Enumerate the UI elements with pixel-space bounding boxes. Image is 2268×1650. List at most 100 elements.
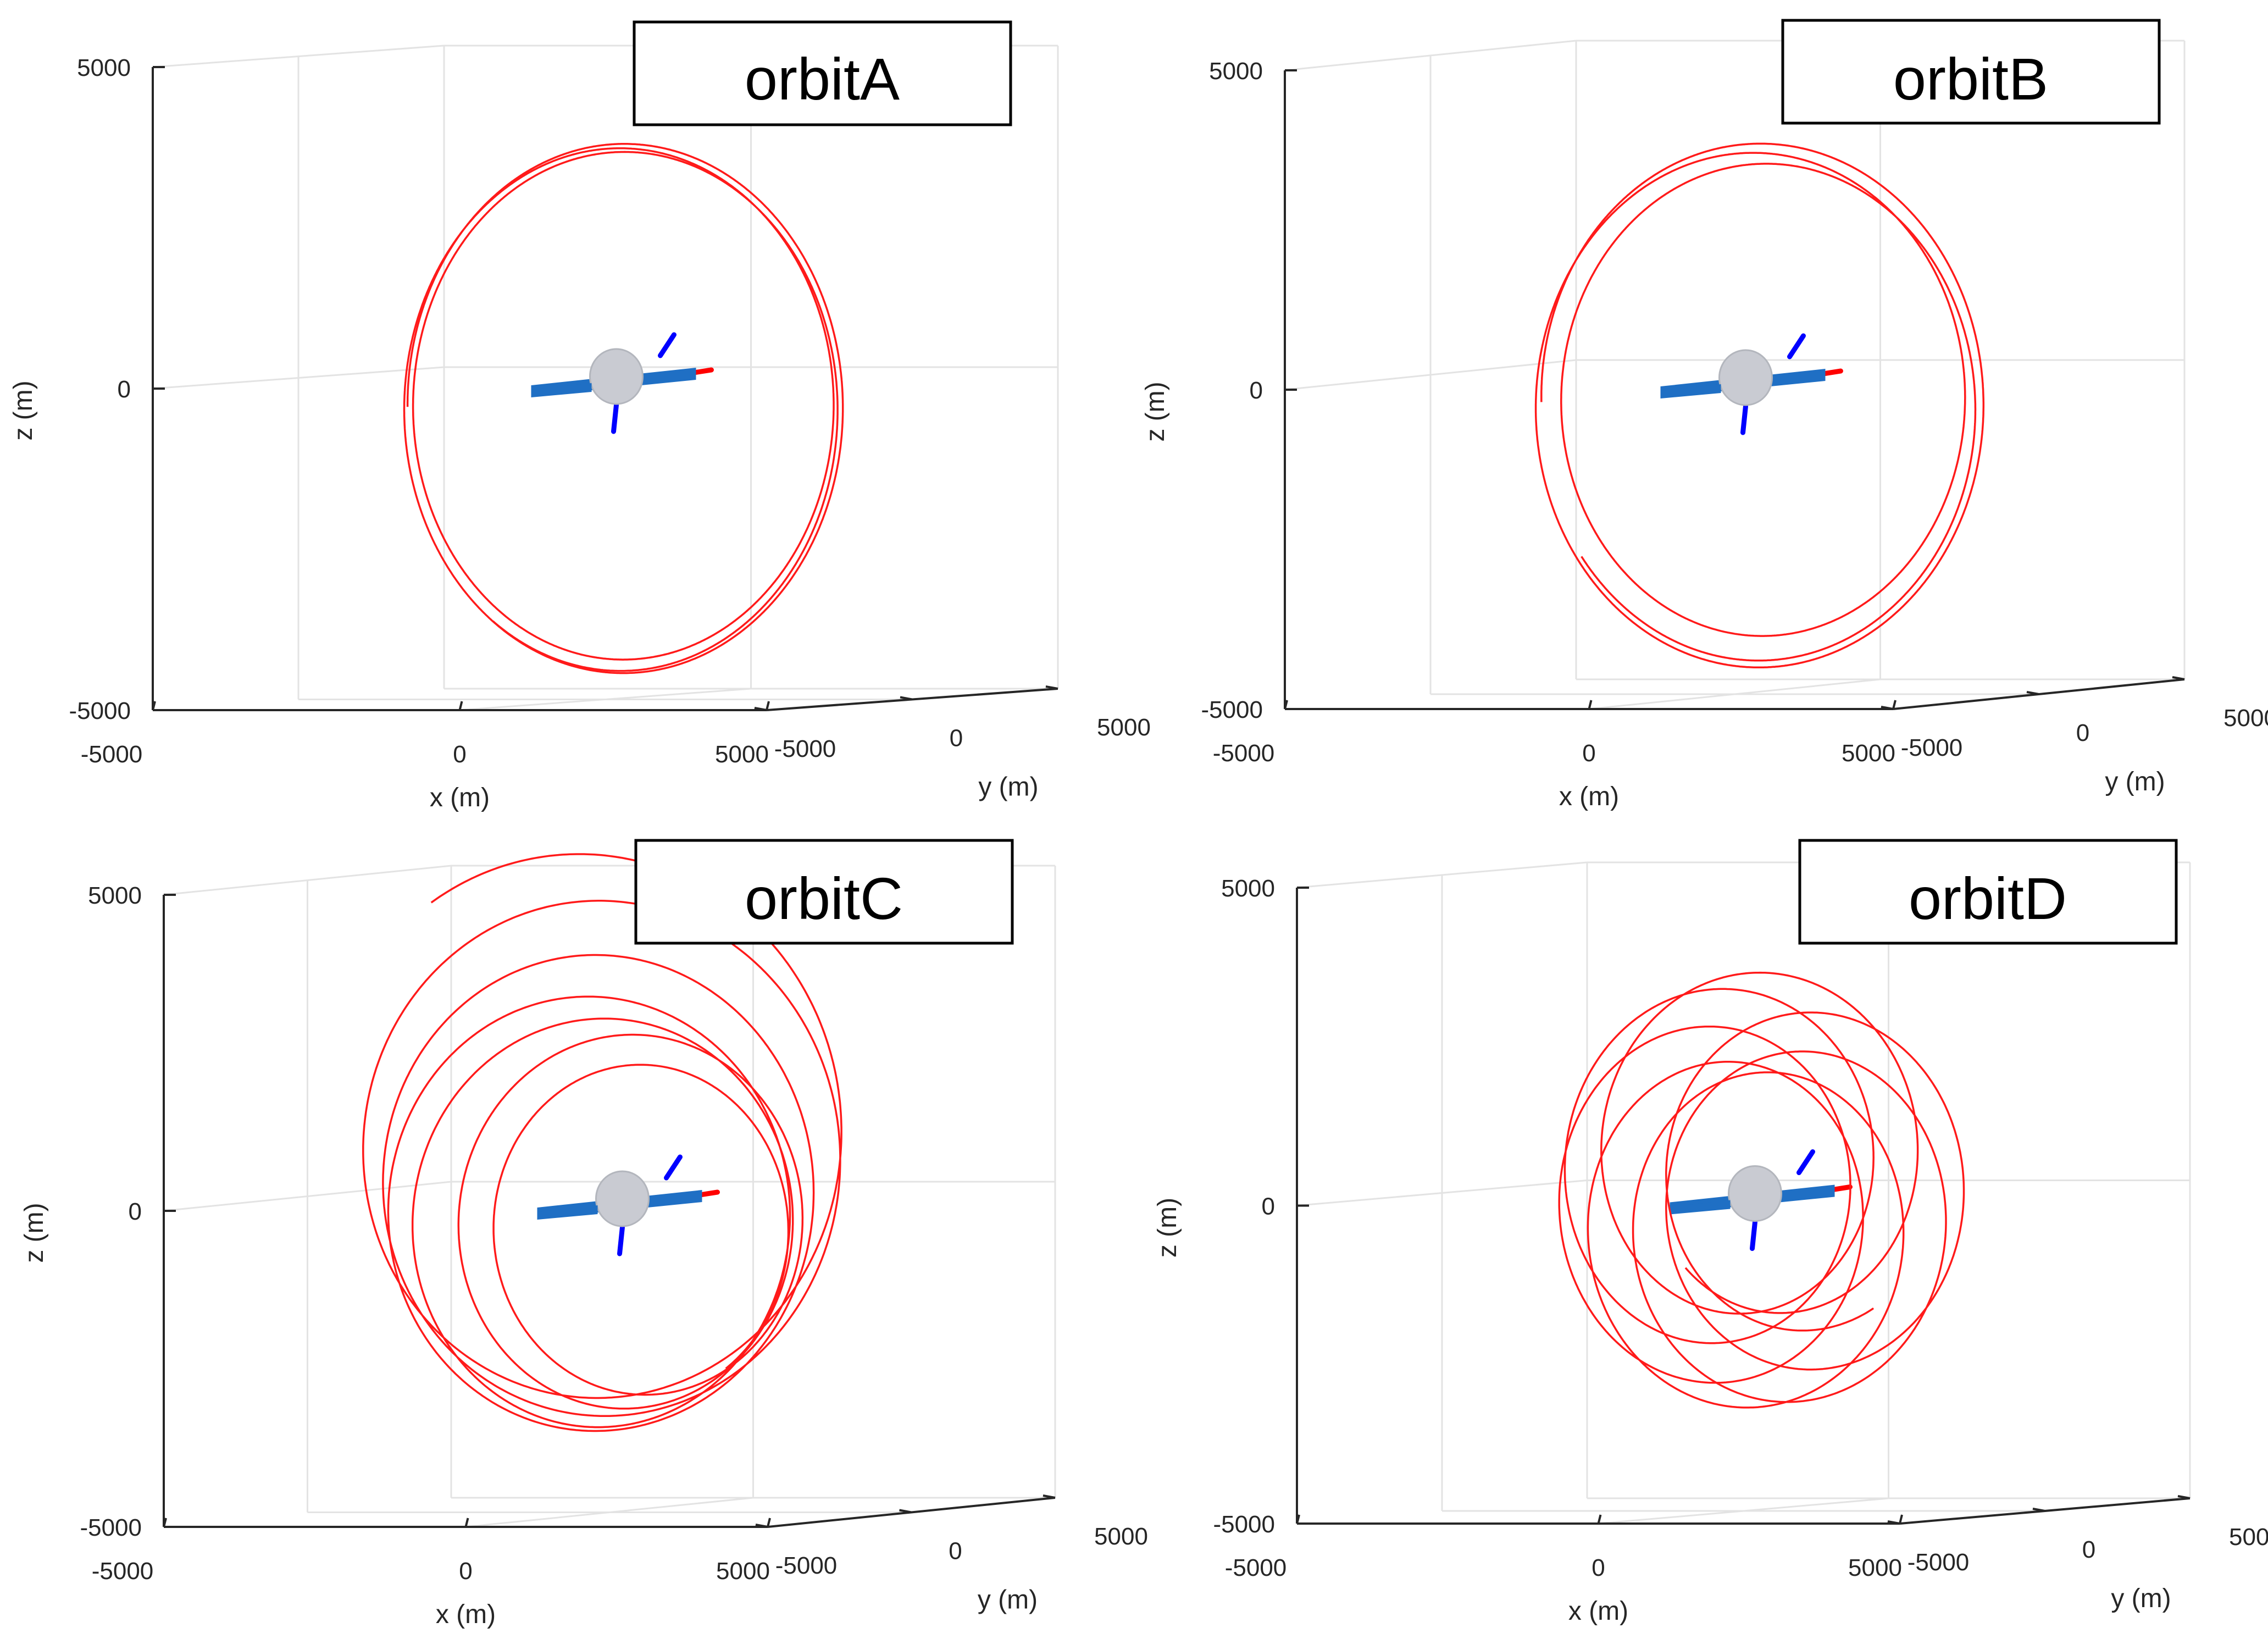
grid-line — [1284, 359, 1577, 391]
y-tick-label: 0 — [2076, 719, 2089, 746]
body-z-axis-top — [1796, 1149, 1815, 1175]
y-axis-label: y (m) — [978, 773, 1038, 802]
solar-array-front — [1660, 384, 1721, 398]
grid-lines — [1284, 40, 2186, 710]
tick-mark — [900, 696, 913, 701]
tick-mark — [458, 701, 463, 711]
z-axis-label: z (m) — [20, 1203, 49, 1263]
grid-lines — [152, 45, 1059, 711]
z-tick-label: -5000 — [1213, 1511, 1275, 1538]
z-tick-label: -5000 — [69, 697, 131, 724]
y-tick-label: -5000 — [1907, 1549, 1970, 1576]
tick-mark — [1899, 1514, 1903, 1524]
tick-mark — [2172, 676, 2185, 680]
axes — [152, 66, 1058, 711]
z-tick-label: -5000 — [1201, 696, 1263, 723]
title-box — [634, 839, 1014, 945]
y-axis-label: y (m) — [978, 1586, 1038, 1615]
tick-mark — [1887, 1520, 1900, 1525]
y-axis-label: y (m) — [2111, 1584, 2171, 1613]
body-z-axis-top — [664, 1154, 683, 1181]
z-tick-label: 5000 — [77, 54, 131, 81]
z-axis-label: z (m) — [1141, 381, 1170, 441]
title-box — [633, 20, 1012, 126]
grid-line — [163, 1181, 452, 1212]
x-tick-label: 0 — [1592, 1554, 1605, 1581]
tick-mark — [767, 1518, 771, 1527]
spacecraft-body — [531, 332, 714, 434]
tick-mark — [1296, 1514, 1300, 1524]
tick-mark — [899, 1509, 912, 1514]
z-axis-label: z (m) — [9, 380, 38, 440]
tick-mark — [1284, 700, 1288, 710]
body-z-axis-bottom — [1740, 403, 1748, 435]
tick-mark — [152, 701, 156, 711]
body-z-axis-bottom — [611, 402, 619, 434]
z-tick-label: 0 — [118, 376, 131, 403]
body-z-axis-bottom — [1750, 1220, 1757, 1251]
z-tick-label: 5000 — [1209, 58, 1263, 85]
x-tick-label: 5000 — [1842, 740, 1895, 767]
tick-mark — [464, 1518, 469, 1527]
orbit-trajectory-line — [362, 853, 842, 1432]
y-tick-label: -5000 — [775, 1552, 838, 1579]
tick-mark — [1597, 1514, 1602, 1524]
z-tick-label: -5000 — [80, 1514, 142, 1541]
x-tick-label: -5000 — [1225, 1554, 1287, 1581]
z-axis-label: z (m) — [1153, 1198, 1182, 1258]
y-tick-label: 5000 — [1097, 714, 1151, 741]
axes — [1296, 887, 2191, 1525]
x-tick-label: 0 — [459, 1558, 472, 1585]
chart-title: orbitC — [745, 865, 903, 932]
tick-mark — [1892, 700, 1897, 710]
solar-array-front — [537, 1205, 598, 1220]
tick-mark — [2026, 691, 2039, 695]
chart-title: orbitB — [1893, 46, 2048, 112]
z-tick-label: 0 — [1250, 377, 1263, 404]
x-axis-label: x (m) — [1568, 1597, 1628, 1626]
x-tick-label: -5000 — [1213, 740, 1275, 767]
spacecraft-body — [537, 1154, 720, 1256]
y-tick-label: 0 — [950, 725, 963, 752]
tick-mark — [755, 1524, 768, 1528]
orbit-trajectory-line — [403, 143, 844, 674]
chart-title: orbitD — [1909, 865, 2067, 932]
grid-line — [1296, 1180, 1588, 1206]
tick-mark — [754, 707, 767, 711]
asteroid-body — [589, 348, 644, 405]
tick-mark — [163, 1518, 167, 1527]
x-tick-label: 0 — [1582, 740, 1595, 767]
y-tick-label: -5000 — [1901, 734, 1963, 761]
x-axis-label: x (m) — [1559, 782, 1619, 811]
body-z-axis-bottom — [617, 1225, 625, 1256]
asteroid-body — [595, 1170, 650, 1227]
z-tick-label: 5000 — [1221, 875, 1275, 902]
solar-array-front — [1670, 1200, 1731, 1215]
spacecraft-body — [1660, 333, 1843, 435]
x-tick-label: 0 — [453, 741, 466, 768]
z-tick-label: 0 — [1262, 1193, 1275, 1220]
orbit-trajectory-line — [1534, 142, 1985, 669]
y-tick-label: -5000 — [774, 735, 836, 762]
x-tick-label: 5000 — [1848, 1554, 1902, 1581]
y-tick-label: 0 — [949, 1538, 962, 1565]
tick-mark — [2177, 1495, 2191, 1499]
asteroid-body — [1718, 349, 1773, 406]
y-tick-label: 5000 — [2229, 1524, 2268, 1551]
y-tick-label: 5000 — [2223, 705, 2268, 732]
tick-mark — [1045, 685, 1058, 690]
asteroid-body — [1728, 1165, 1782, 1222]
axes — [1284, 69, 2185, 710]
body-z-axis-top — [1787, 333, 1806, 359]
axes — [163, 894, 1056, 1528]
tick-mark — [766, 701, 770, 711]
tick-mark — [1588, 700, 1593, 710]
x-tick-label: 5000 — [715, 741, 769, 768]
tick-mark — [1881, 706, 1894, 710]
solar-array-front — [531, 383, 592, 397]
tick-mark — [2032, 1508, 2045, 1512]
